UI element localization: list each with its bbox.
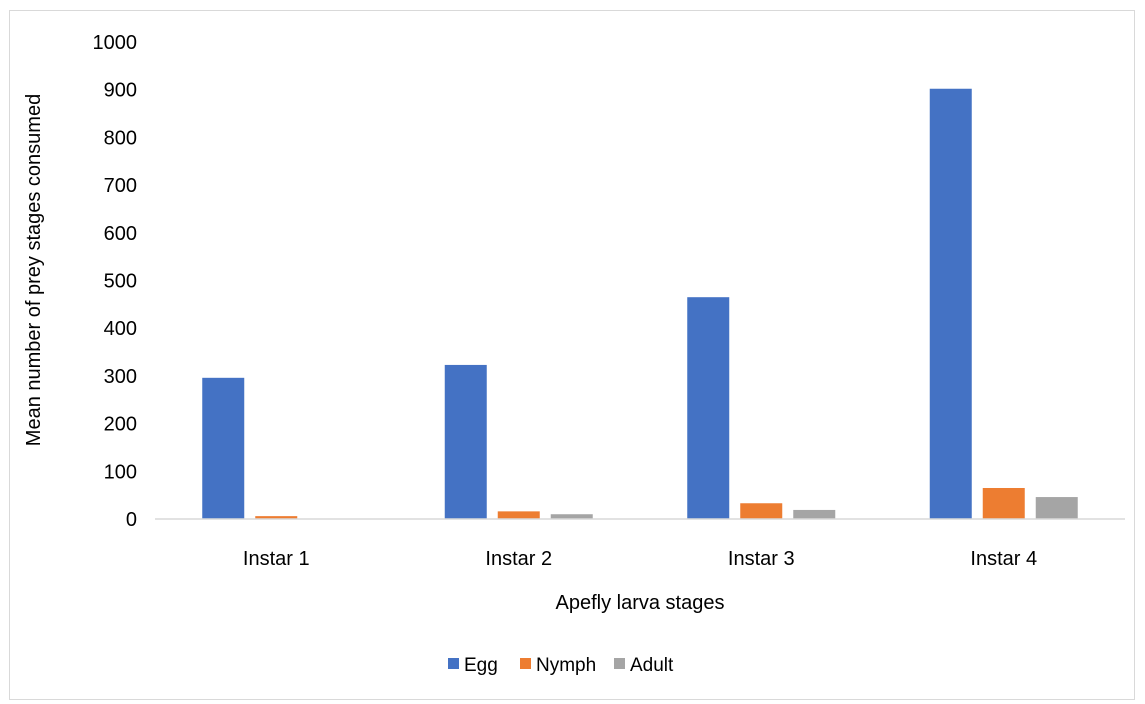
legend-label-egg: Egg xyxy=(464,655,498,676)
x-axis-ticks: Instar 1 Instar 2 Instar 3 Instar 4 xyxy=(243,548,1037,570)
y-tick-label: 300 xyxy=(104,366,137,388)
bar-egg-instar-1 xyxy=(202,377,245,519)
bar-nymph-instar-3 xyxy=(740,503,783,519)
bar-adult-instar-2 xyxy=(550,514,593,519)
x-tick-label: Instar 4 xyxy=(970,548,1037,570)
legend-swatch-adult xyxy=(614,658,625,669)
bar-egg-instar-2 xyxy=(444,364,487,519)
y-tick-label: 900 xyxy=(104,80,137,102)
legend: Egg Nymph Adult xyxy=(448,655,674,676)
y-axis-title: Mean number of prey stages consumed xyxy=(23,94,45,446)
bar-egg-instar-3 xyxy=(687,297,730,519)
bar-adult-instar-3 xyxy=(793,509,836,519)
bar-nymph-instar-2 xyxy=(497,511,540,519)
y-tick-label: 0 xyxy=(126,509,137,531)
bar-nymph-instar-1 xyxy=(255,516,298,519)
y-tick-label: 700 xyxy=(104,175,137,197)
y-tick-label: 1000 xyxy=(93,32,138,54)
bars-group xyxy=(202,88,1078,519)
legend-swatch-egg xyxy=(448,658,459,669)
y-tick-label: 500 xyxy=(104,271,137,293)
legend-swatch-nymph xyxy=(520,658,531,669)
x-tick-label: Instar 1 xyxy=(243,548,310,570)
y-tick-label: 400 xyxy=(104,318,137,340)
bar-nymph-instar-4 xyxy=(982,487,1025,519)
y-tick-label: 600 xyxy=(104,223,137,245)
bar-egg-instar-4 xyxy=(929,88,972,519)
legend-label-nymph: Nymph xyxy=(536,655,596,676)
x-tick-label: Instar 2 xyxy=(485,548,552,570)
y-tick-label: 800 xyxy=(104,127,137,149)
y-axis-ticks: 0 100 200 300 400 500 600 700 800 900 1000 xyxy=(93,32,138,531)
x-tick-label: Instar 3 xyxy=(728,548,795,570)
x-axis-title: Apefly larva stages xyxy=(556,592,725,614)
y-tick-label: 200 xyxy=(104,414,137,436)
legend-label-adult: Adult xyxy=(630,655,674,676)
bar-adult-instar-4 xyxy=(1035,497,1078,519)
y-tick-label: 100 xyxy=(104,461,137,483)
